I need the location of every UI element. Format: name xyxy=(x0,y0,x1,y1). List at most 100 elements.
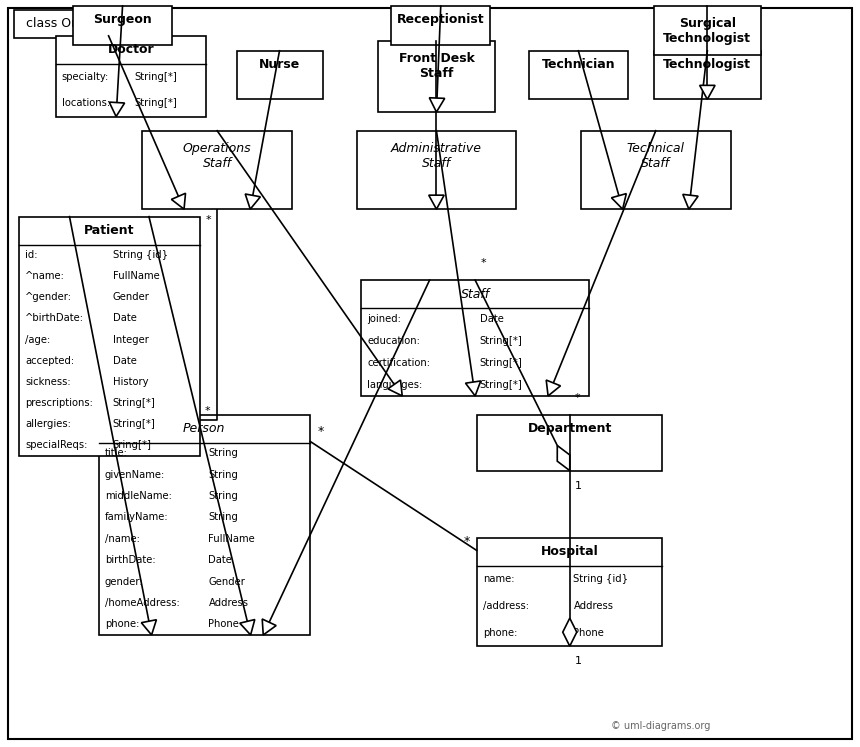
Text: String {id}: String {id} xyxy=(574,574,629,584)
Text: © uml-diagrams.org: © uml-diagrams.org xyxy=(611,721,710,731)
Text: String[*]: String[*] xyxy=(113,398,156,408)
Text: Gender: Gender xyxy=(208,577,245,586)
Text: String[*]: String[*] xyxy=(113,419,156,429)
Text: String[*]: String[*] xyxy=(134,99,177,108)
Bar xyxy=(378,41,494,112)
Polygon shape xyxy=(557,445,570,471)
Text: Receptionist: Receptionist xyxy=(397,13,484,26)
Text: FullName: FullName xyxy=(113,271,160,282)
Text: *: * xyxy=(205,406,210,416)
Text: Date: Date xyxy=(113,314,137,323)
Text: accepted:: accepted: xyxy=(25,356,74,366)
Polygon shape xyxy=(171,193,186,209)
Text: *: * xyxy=(464,535,470,548)
Bar xyxy=(142,131,292,209)
Text: /age:: /age: xyxy=(25,335,50,344)
Text: /name:: /name: xyxy=(105,534,140,544)
Text: Patient: Patient xyxy=(84,224,134,237)
Text: *: * xyxy=(206,215,211,225)
Text: Staff: Staff xyxy=(461,288,489,300)
Bar xyxy=(357,131,516,209)
Text: String: String xyxy=(208,512,238,522)
Text: prescriptions:: prescriptions: xyxy=(25,398,93,408)
Text: ^gender:: ^gender: xyxy=(25,292,72,303)
Text: Sring[*]: Sring[*] xyxy=(113,440,151,450)
Text: String[*]: String[*] xyxy=(134,72,177,82)
Bar xyxy=(56,36,206,117)
Text: specialty:: specialty: xyxy=(62,72,109,82)
Text: sickness:: sickness: xyxy=(25,376,71,387)
Text: class Organization: class Organization xyxy=(26,17,141,31)
Text: Phone: Phone xyxy=(574,627,605,638)
Bar xyxy=(477,538,662,646)
Text: certification:: certification: xyxy=(367,358,430,368)
Text: String[*]: String[*] xyxy=(480,358,523,368)
Polygon shape xyxy=(700,85,715,99)
Text: phone:: phone: xyxy=(483,627,518,638)
Text: String {id}: String {id} xyxy=(113,250,168,260)
Polygon shape xyxy=(465,381,481,396)
Text: gender:: gender: xyxy=(105,577,144,586)
Polygon shape xyxy=(262,619,276,635)
Polygon shape xyxy=(141,620,157,635)
Text: title:: title: xyxy=(105,448,128,458)
Text: middleName:: middleName: xyxy=(105,491,172,501)
Text: allergies:: allergies: xyxy=(25,419,71,429)
Text: String[*]: String[*] xyxy=(480,336,523,346)
Polygon shape xyxy=(611,193,626,209)
Bar xyxy=(73,6,172,45)
Text: Phone: Phone xyxy=(208,619,239,629)
Text: ^name:: ^name: xyxy=(25,271,64,282)
Polygon shape xyxy=(240,619,255,635)
Bar xyxy=(361,280,589,396)
Bar xyxy=(580,131,731,209)
Bar xyxy=(391,6,490,45)
Polygon shape xyxy=(245,194,261,209)
Text: Doctor: Doctor xyxy=(108,43,155,56)
Text: Surgeon: Surgeon xyxy=(93,13,152,26)
Text: Technical
Staff: Technical Staff xyxy=(627,142,685,170)
Polygon shape xyxy=(562,619,577,646)
Text: joined:: joined: xyxy=(367,314,401,324)
Text: Nurse: Nurse xyxy=(259,58,300,71)
Text: String: String xyxy=(208,470,238,480)
Bar xyxy=(99,415,310,635)
Polygon shape xyxy=(109,102,125,117)
Text: 1: 1 xyxy=(574,656,581,666)
Text: Address: Address xyxy=(208,598,249,608)
Text: /homeAddress:: /homeAddress: xyxy=(105,598,180,608)
Text: Address: Address xyxy=(574,601,613,611)
Text: Date: Date xyxy=(480,314,504,324)
Text: ^birthDate:: ^birthDate: xyxy=(25,314,84,323)
Bar xyxy=(19,217,200,456)
Text: specialReqs:: specialReqs: xyxy=(25,440,88,450)
Text: givenName:: givenName: xyxy=(105,470,165,480)
Text: /address:: /address: xyxy=(483,601,529,611)
Text: education:: education: xyxy=(367,336,420,346)
Text: *: * xyxy=(317,425,324,438)
Text: Gender: Gender xyxy=(113,292,150,303)
Text: History: History xyxy=(113,376,148,387)
Polygon shape xyxy=(14,10,169,38)
Text: Technician: Technician xyxy=(542,58,615,71)
Text: Hospital: Hospital xyxy=(541,545,599,558)
Polygon shape xyxy=(388,380,402,396)
Text: Integer: Integer xyxy=(113,335,149,344)
Text: Surgical
Technologist: Surgical Technologist xyxy=(663,17,752,45)
Text: Front Desk
Staff: Front Desk Staff xyxy=(398,52,475,80)
Bar xyxy=(529,51,628,99)
Polygon shape xyxy=(429,195,444,209)
Text: Date: Date xyxy=(113,356,137,366)
Text: Operations
Staff: Operations Staff xyxy=(183,142,251,170)
Text: String: String xyxy=(208,448,238,458)
Text: Department: Department xyxy=(527,422,612,435)
Polygon shape xyxy=(683,194,698,209)
Text: phone:: phone: xyxy=(105,619,139,629)
Text: birthDate:: birthDate: xyxy=(105,555,156,565)
Text: *: * xyxy=(574,393,580,403)
Text: Person: Person xyxy=(183,422,225,435)
Bar xyxy=(237,51,322,99)
Text: familyName:: familyName: xyxy=(105,512,169,522)
Text: FullName: FullName xyxy=(208,534,255,544)
Text: String: String xyxy=(208,491,238,501)
